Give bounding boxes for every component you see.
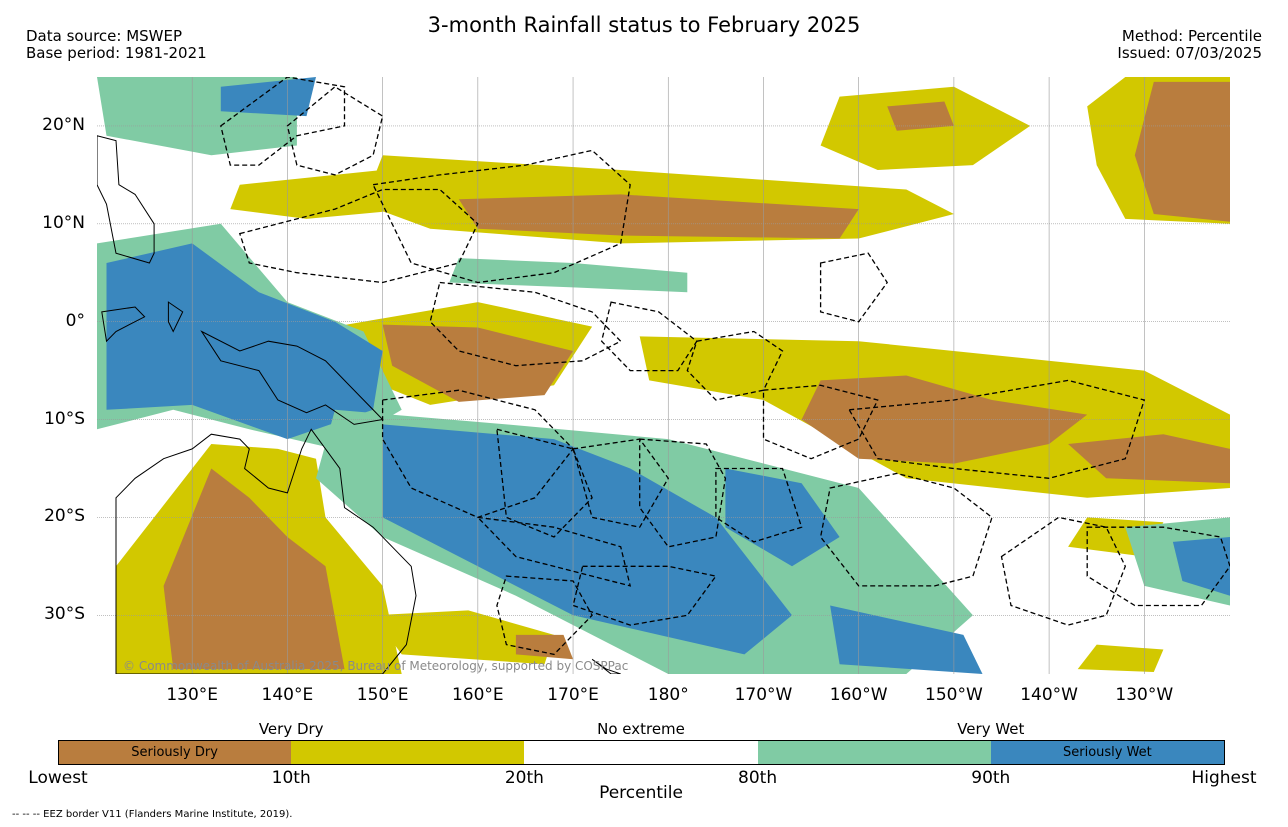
coastline bbox=[97, 135, 155, 264]
longitude-label: 150°W bbox=[925, 685, 983, 705]
rainfall-region-very-dry bbox=[373, 610, 554, 665]
latitude-label: 10°N bbox=[42, 212, 85, 233]
issued-date-label: Issued: 07/03/2025 bbox=[1117, 44, 1262, 62]
latitude-label: 30°S bbox=[44, 604, 85, 625]
copyright-notice: © Commonwealth of Australia 2025, Bureau… bbox=[123, 659, 629, 673]
chart-title: 3-month Rainfall status to February 2025 bbox=[427, 13, 861, 37]
legend-swatch-no-extreme bbox=[524, 740, 759, 765]
rainfall-region-seriously-dry bbox=[1068, 434, 1230, 484]
eez-border bbox=[762, 384, 879, 460]
latitude-label: 20°N bbox=[42, 114, 85, 135]
data-source-label: Data source: MSWEP bbox=[26, 27, 183, 45]
eez-border bbox=[715, 467, 803, 543]
legend-heading-no-extreme: No extreme bbox=[597, 720, 685, 738]
rainfall-regions bbox=[97, 77, 1230, 674]
coastline bbox=[591, 658, 621, 674]
legend-swatch-very-wet bbox=[757, 740, 992, 765]
rainfall-region-seriously-dry bbox=[801, 375, 1088, 464]
eez-border bbox=[496, 575, 593, 656]
legend-swatch-very-dry bbox=[291, 740, 526, 765]
longitude-label: 140°E bbox=[261, 685, 314, 705]
eez-border bbox=[238, 188, 479, 284]
legend-heading-very-dry: Very Dry bbox=[258, 720, 324, 738]
legend-swatch-seriously-wet bbox=[990, 740, 1225, 765]
rainfall-region-very-dry bbox=[820, 86, 1031, 170]
longitude-label: 170°E bbox=[547, 685, 599, 705]
latitude-label: 20°S bbox=[44, 506, 85, 527]
rainfall-region-seriously-dry bbox=[1134, 81, 1230, 222]
rainfall-region-very-dry bbox=[230, 170, 412, 219]
eez-border bbox=[476, 516, 632, 587]
rainfall-map bbox=[97, 77, 1230, 674]
legend-axis-label: Percentile bbox=[599, 783, 683, 803]
eez-border bbox=[600, 301, 698, 372]
coastline bbox=[167, 301, 184, 333]
legend-tick-20th: 20th bbox=[504, 768, 544, 788]
legend-seriously-wet-label: Seriously Wet bbox=[1062, 745, 1152, 760]
rainfall-region-seriously-wet bbox=[382, 424, 792, 655]
legend-tick-80th: 80th bbox=[738, 768, 778, 788]
eez-border bbox=[381, 389, 574, 519]
eez-border bbox=[819, 252, 888, 323]
rainfall-region-seriously-wet bbox=[830, 605, 983, 674]
eez-border bbox=[572, 438, 670, 528]
legend-tick-highest: Highest bbox=[1191, 768, 1257, 788]
eez-border bbox=[220, 77, 346, 166]
longitude-label: 130°E bbox=[166, 685, 219, 705]
coastline bbox=[101, 306, 146, 343]
rainfall-region-very-wet bbox=[449, 258, 688, 293]
latitude-label: 0° bbox=[65, 310, 85, 331]
legend-tick-90th: 90th bbox=[971, 768, 1011, 788]
rainfall-region-seriously-dry bbox=[163, 468, 345, 670]
legend-seriously-dry-label: Seriously Dry bbox=[131, 745, 218, 760]
rainfall-region-seriously-dry bbox=[458, 194, 859, 239]
rainfall-region-seriously-wet bbox=[106, 243, 383, 440]
longitude-label: 180° bbox=[647, 685, 689, 705]
eez-borders bbox=[220, 77, 1230, 656]
method-label: Method: Percentile bbox=[1121, 27, 1262, 45]
longitude-label: 140°W bbox=[1020, 685, 1078, 705]
rainfall-region-seriously-dry bbox=[887, 101, 954, 131]
eez-border bbox=[848, 379, 1146, 479]
eez-border bbox=[819, 472, 993, 587]
eez-border bbox=[639, 438, 727, 548]
graticule-grid bbox=[97, 77, 1230, 674]
rainfall-region-seriously-dry bbox=[515, 634, 574, 660]
longitude-label: 150°E bbox=[356, 685, 409, 705]
legend-heading-very-wet: Very Wet bbox=[957, 720, 1025, 738]
longitude-label: 130°W bbox=[1115, 685, 1174, 705]
latitude-label: 10°S bbox=[44, 408, 85, 429]
longitude-label: 160°E bbox=[451, 685, 504, 705]
base-period-label: Base period: 1981-2021 bbox=[26, 44, 207, 62]
longitude-label: 170°W bbox=[734, 685, 793, 705]
eez-footnote: -- -- -- EEZ border V11 (Flanders Marine… bbox=[12, 809, 293, 820]
legend-tick-lowest: Lowest bbox=[28, 768, 88, 788]
coastline bbox=[115, 428, 417, 674]
eez-border bbox=[1000, 516, 1127, 626]
rainfall-region-seriously-wet bbox=[220, 77, 316, 117]
eez-border bbox=[429, 281, 622, 367]
legend-tick-10th: 10th bbox=[271, 768, 311, 788]
longitude-label: 160°W bbox=[829, 685, 888, 705]
legend-swatch-seriously-dry bbox=[58, 740, 293, 765]
eez-border bbox=[372, 149, 631, 284]
rainfall-region-seriously-wet bbox=[1172, 537, 1230, 596]
eez-border bbox=[286, 86, 384, 176]
eez-border bbox=[496, 428, 593, 538]
rainfall-region-very-dry bbox=[1077, 644, 1164, 672]
